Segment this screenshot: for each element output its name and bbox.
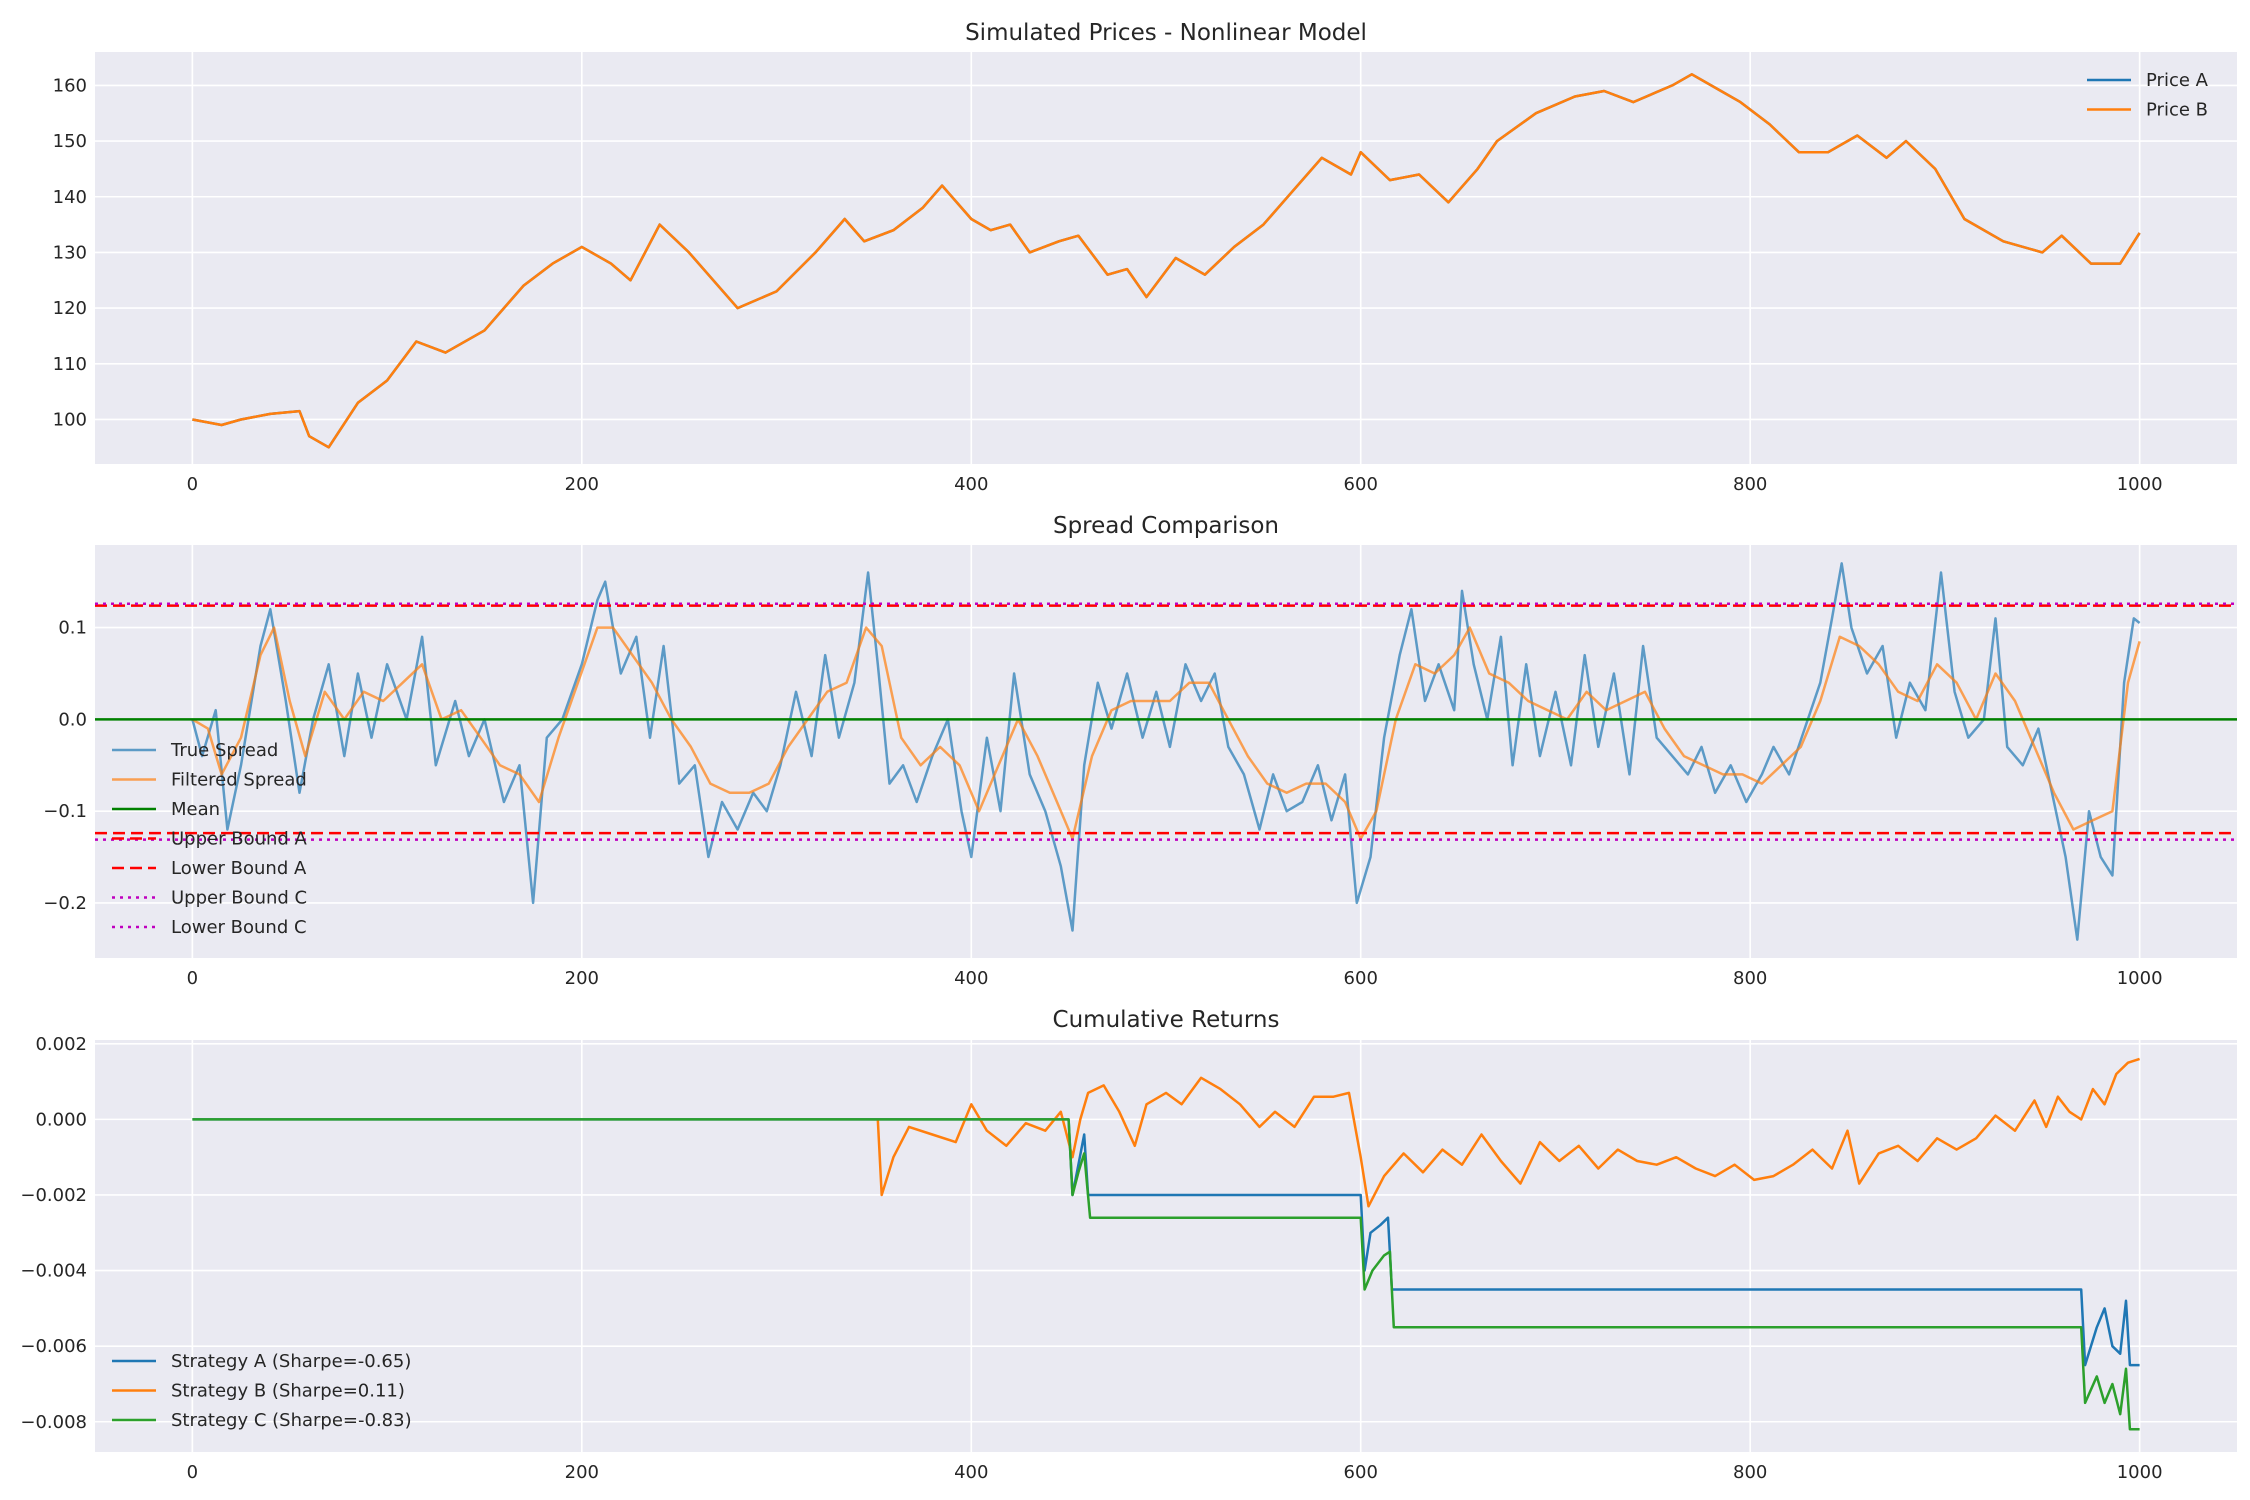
series-layer-prices <box>192 73 2141 449</box>
x-tick-label: 600 <box>1344 968 1378 989</box>
x-tick-label: 800 <box>1733 474 1767 495</box>
legend-label: Lower Bound C <box>171 917 307 938</box>
y-ticks-prices: 100 110 120 130 140 150 160 <box>53 75 87 430</box>
y-tick-label: −0.008 <box>20 1412 87 1433</box>
x-tick-label: 200 <box>565 968 599 989</box>
y-tick-label: 150 <box>53 131 87 152</box>
y-tick-label: −0.006 <box>20 1336 87 1357</box>
x-tick-label: 1000 <box>2117 968 2163 989</box>
legend-prices: Price A Price B <box>2087 70 2209 121</box>
legend-label: Price B <box>2146 100 2208 121</box>
legend-label: Filtered Spread <box>171 770 307 791</box>
axes-background-returns <box>95 1040 2237 1452</box>
y-tick-label: 0.0 <box>58 709 87 730</box>
legend-label: Upper Bound A <box>171 829 308 850</box>
x-tick-label: 0 <box>187 1462 198 1483</box>
legend-spread: True Spread Filtered Spread Mean Upper Boun… <box>112 740 308 938</box>
grid-prices <box>95 52 2237 464</box>
y-tick-label: −0.004 <box>20 1261 87 1282</box>
y-tick-label: −0.002 <box>20 1185 87 1206</box>
y-tick-label: 0.000 <box>35 1109 87 1130</box>
panel-title-spread: Spread Comparison <box>1053 513 1279 539</box>
legend-label: Price A <box>2146 70 2209 91</box>
y-tick-label: 160 <box>53 75 87 96</box>
x-tick-label: 400 <box>954 1462 988 1483</box>
y-tick-label: −0.1 <box>43 801 87 822</box>
series-line-strategy-a-sharpe-0-65 <box>192 1118 2140 1367</box>
x-tick-label: 600 <box>1344 474 1378 495</box>
legend-label: Strategy A (Sharpe=-0.65) <box>171 1351 411 1372</box>
y-tick-label: 0.002 <box>35 1034 87 1055</box>
x-tick-label: 400 <box>954 968 988 989</box>
x-tick-label: 200 <box>565 474 599 495</box>
y-ticks-returns: −0.008 −0.006 −0.004 −0.002 0.000 0.002 <box>20 1034 87 1433</box>
x-tick-label: 0 <box>187 968 198 989</box>
x-ticks-spread: 0 200 400 600 800 1000 <box>187 968 2163 989</box>
x-tick-label: 1000 <box>2117 474 2163 495</box>
y-tick-label: 0.1 <box>58 618 87 639</box>
legend-label: Mean <box>171 799 220 820</box>
y-tick-label: 100 <box>53 409 87 430</box>
series-line-filtered-spread <box>191 626 2141 840</box>
y-tick-label: 110 <box>53 354 87 375</box>
x-tick-label: 0 <box>187 474 198 495</box>
x-tick-label: 400 <box>954 474 988 495</box>
x-tick-label: 800 <box>1733 968 1767 989</box>
legend-label: True Spread <box>170 740 278 761</box>
series-line-price-b <box>192 73 2141 449</box>
legend-label: Upper Bound C <box>171 888 307 909</box>
x-tick-label: 800 <box>1733 1462 1767 1483</box>
x-ticks-prices: 0 200 400 600 800 1000 <box>187 474 2163 495</box>
legend-label: Strategy B (Sharpe=0.11) <box>171 1381 405 1402</box>
y-tick-label: 130 <box>53 242 87 263</box>
legend-label: Strategy C (Sharpe=-0.83) <box>171 1410 412 1431</box>
panel-returns: Cumulative Returns 0 200 400 600 800 1000 −0.… <box>20 1007 2237 1483</box>
series-layer-returns <box>192 1057 2140 1431</box>
y-tick-label: 120 <box>53 298 87 319</box>
axes-background-spread <box>95 545 2237 958</box>
x-ticks-returns: 0 200 400 600 800 1000 <box>187 1462 2163 1483</box>
panel-title-returns: Cumulative Returns <box>1053 1007 1280 1033</box>
y-tick-label: −0.2 <box>43 893 87 914</box>
axes-background-prices <box>95 52 2237 464</box>
legend-returns: Strategy A (Sharpe=-0.65) Strategy B (Sha… <box>112 1351 412 1431</box>
x-tick-label: 600 <box>1344 1462 1378 1483</box>
panel-prices: Simulated Prices - Nonlinear Model 0 200 4… <box>53 20 2237 495</box>
series-line-strategy-b-sharpe-0-11 <box>876 1057 2140 1208</box>
y-tick-label: 140 <box>53 187 87 208</box>
series-line-strategy-c-sharpe-0-83 <box>192 1118 2140 1431</box>
x-tick-label: 200 <box>565 1462 599 1483</box>
panel-spread: Spread Comparison 0 200 400 600 800 1000 −0.2… <box>43 513 2237 989</box>
legend-label: Lower Bound A <box>171 858 307 879</box>
panel-title-prices: Simulated Prices - Nonlinear Model <box>965 20 1367 46</box>
y-ticks-spread: −0.2 −0.1 0.0 0.1 <box>43 618 87 914</box>
series-layer-spread <box>95 562 2237 941</box>
x-tick-label: 1000 <box>2117 1462 2163 1483</box>
